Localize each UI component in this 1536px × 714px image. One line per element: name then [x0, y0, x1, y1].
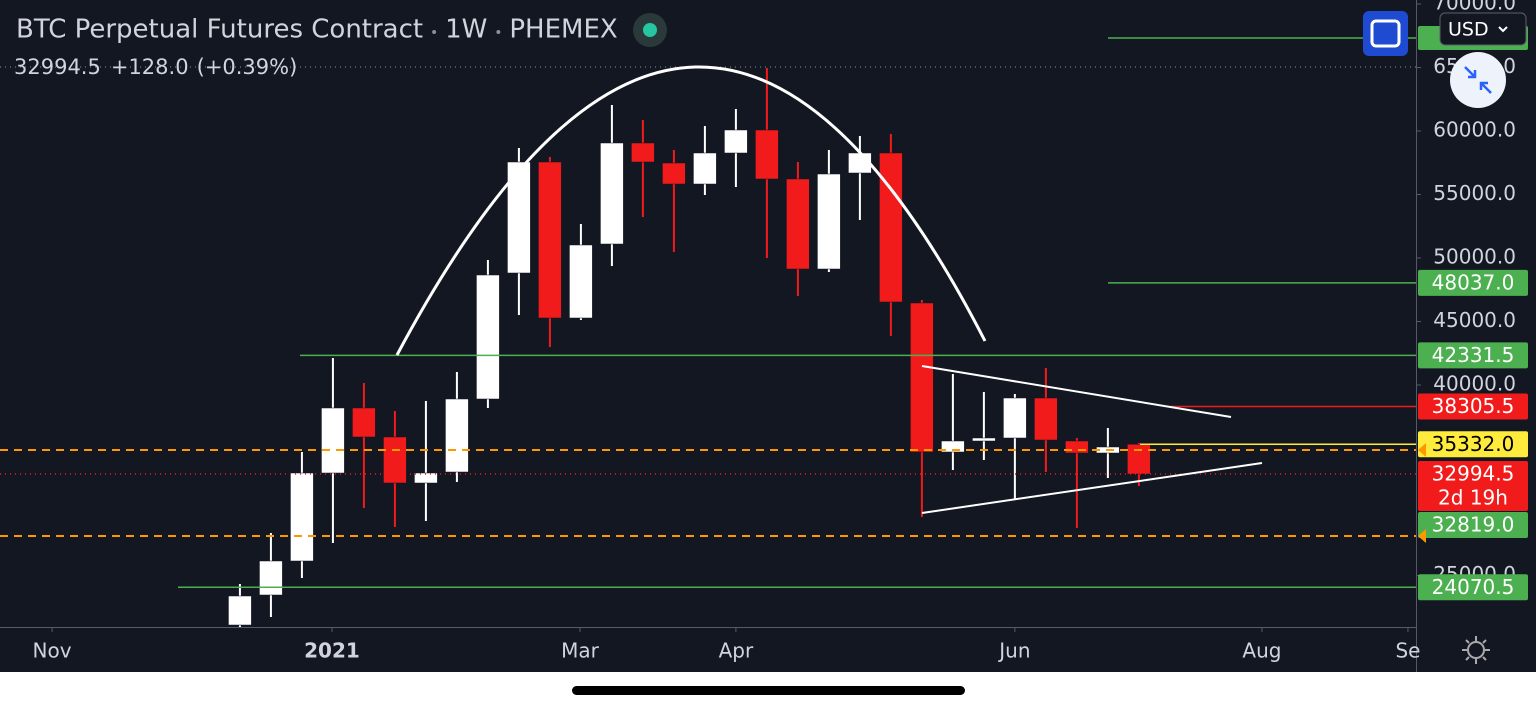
candle-body — [693, 152, 717, 185]
y-tick-label: 60000.0 — [1433, 118, 1516, 142]
candle-body — [662, 162, 686, 185]
fullscreen-icon — [1370, 19, 1401, 48]
price-label-box — [1418, 460, 1528, 511]
candle-body — [414, 472, 438, 484]
x-tick-label: 2021 — [304, 639, 360, 663]
background — [0, 0, 1536, 672]
candle-body — [910, 302, 934, 453]
separator — [496, 30, 501, 34]
price-label-box — [1418, 431, 1528, 458]
collapse-button[interactable] — [1450, 52, 1506, 108]
candle-body — [879, 152, 903, 303]
currency: USD — [1448, 19, 1489, 41]
countdown: 2d 19h — [1438, 485, 1508, 509]
controls: USD — [1363, 11, 1527, 664]
fullscreen-button[interactable] — [1363, 11, 1408, 56]
dropdown-icon — [1498, 26, 1508, 33]
candle-body — [817, 173, 841, 270]
price-label: 32819.0 — [1432, 512, 1515, 536]
settings-button[interactable] — [1467, 641, 1485, 659]
x-tick-label: Se — [1395, 639, 1420, 663]
price-labels: 48037.0 42331.5 38305.5 35332.0 32994.52d 19… — [1418, 269, 1528, 601]
candle-body — [1065, 440, 1089, 454]
price-label: 38305.5 — [1432, 394, 1515, 418]
exchange: PHEMEX — [509, 15, 617, 45]
alert-marker — [1418, 443, 1426, 457]
price-label: 32994.5 — [1432, 461, 1515, 485]
y-tick-label: 45000.0 — [1433, 308, 1516, 332]
price-label-box — [1418, 342, 1528, 369]
x-tick-label: Aug — [1242, 639, 1281, 663]
x-tick-label: Mar — [561, 639, 600, 663]
y-tick-label: 70000.0 — [1433, 0, 1516, 15]
price-label-box — [1418, 511, 1528, 538]
candle-body — [321, 407, 345, 474]
arc-drawing — [395, 65, 987, 356]
candle-body — [1127, 444, 1151, 475]
alert-marker — [1418, 529, 1426, 543]
price-label: 35332.0 — [1432, 432, 1515, 456]
candle-body — [228, 595, 252, 626]
y-tick-label: 50000.0 — [1433, 245, 1516, 269]
separator — [432, 30, 437, 34]
trend-line — [921, 462, 1263, 514]
y-tick-label: 55000.0 — [1433, 181, 1516, 205]
candle-body — [631, 142, 655, 163]
candle-body — [569, 244, 593, 319]
price-label: 24070.5 — [1432, 575, 1515, 599]
symbol-title: BTC Perpetual Futures Contract — [16, 15, 423, 45]
price-change-percent: (+0.39%) — [197, 55, 298, 79]
home-indicator — [572, 686, 965, 695]
x-tick-label: Apr — [719, 639, 754, 663]
candle-body — [445, 398, 469, 473]
candle-body — [724, 129, 748, 154]
candle-body — [972, 437, 996, 442]
candle-body — [941, 440, 965, 453]
candle-body — [290, 472, 314, 562]
price-label-box — [1418, 269, 1528, 296]
candle-body — [600, 142, 624, 245]
candle-body — [1034, 397, 1058, 441]
y-tick-label: 40000.0 — [1433, 372, 1516, 396]
candle-body — [1003, 397, 1027, 439]
candle-body — [755, 129, 779, 180]
candle-body — [507, 161, 531, 274]
price-label: 48037.0 — [1432, 270, 1515, 294]
candle-body — [383, 436, 407, 484]
price-label: 42331.5 — [1432, 343, 1515, 367]
candle-body — [786, 178, 810, 270]
price-change: +128.0 — [111, 55, 189, 79]
interval[interactable]: 1W — [445, 15, 487, 45]
x-tick-label: Jun — [997, 639, 1030, 663]
price-label-box — [1418, 574, 1528, 601]
currency-select[interactable] — [1439, 12, 1527, 46]
status-dot — [643, 23, 657, 37]
collapse-icon — [1464, 66, 1492, 94]
settings-icon — [1462, 636, 1490, 664]
trend-line — [921, 365, 1232, 418]
header: BTC Perpetual Futures Contract 1W PHEMEX… — [14, 13, 667, 79]
candle-body — [538, 161, 562, 319]
candle-body — [352, 407, 376, 438]
price-label-box — [1418, 393, 1528, 420]
candle-body — [259, 560, 283, 596]
x-tick-label: Nov — [33, 639, 72, 663]
candle-body — [476, 274, 500, 400]
last-price: 32994.5 — [14, 55, 101, 79]
